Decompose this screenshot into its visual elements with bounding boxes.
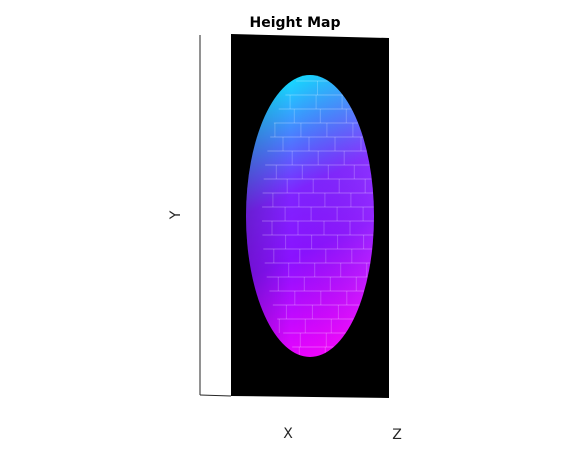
x-axis-label: X — [283, 426, 293, 442]
height-map-surface — [246, 75, 374, 357]
chart-title: Height Map — [250, 15, 341, 31]
z-axis-label: Z — [392, 427, 402, 443]
brick-texture — [262, 80, 374, 357]
y-axis-label: Y — [168, 210, 184, 220]
surface-shading — [246, 75, 374, 357]
x-axis-line — [199, 394, 232, 397]
axes-box — [199, 35, 232, 397]
